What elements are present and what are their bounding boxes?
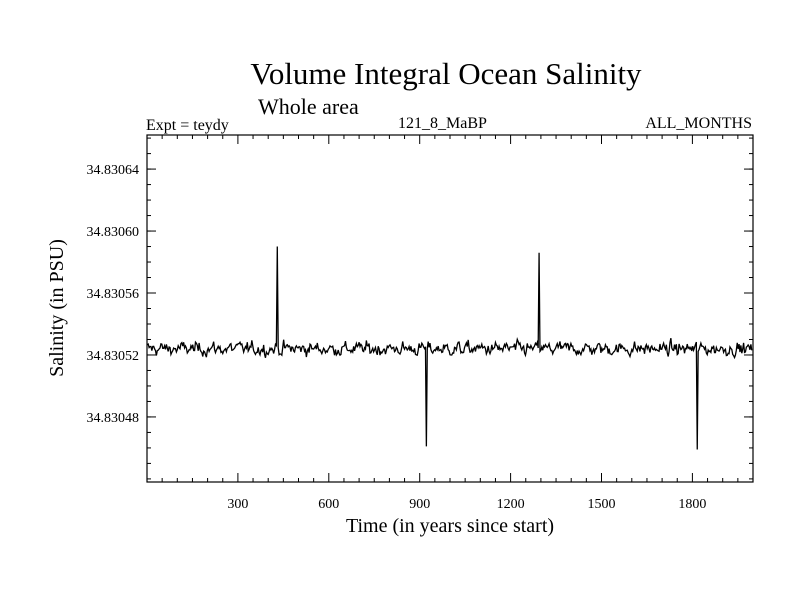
- x-tick-label: 300: [227, 497, 248, 512]
- y-tick-label: 34.83056: [87, 287, 140, 302]
- y-tick-label: 34.83060: [87, 225, 140, 240]
- tick-labels: 300 600 900 1200 1500 1800 34.83048 34.83052 34.…: [87, 163, 707, 512]
- experiment-name: 121_8_MaBP: [398, 115, 487, 132]
- experiment-label: Expt = teydy: [146, 117, 229, 134]
- y-axis-label: Salinity (in PSU): [46, 239, 68, 377]
- x-tick-label: 1500: [588, 497, 616, 512]
- plot-frame: [146, 134, 754, 483]
- salinity-series-line: [146, 246, 753, 450]
- y-tick-label: 34.83052: [87, 349, 140, 364]
- y-tick-label: 34.83064: [87, 163, 140, 178]
- chart-subtitle: Whole area: [258, 94, 359, 119]
- x-tick-label: 1800: [678, 497, 706, 512]
- axis-ticks: [147, 135, 753, 482]
- x-tick-label: 1200: [497, 497, 525, 512]
- season-label: ALL_MONTHS: [645, 115, 752, 132]
- y-tick-label: 34.83048: [87, 411, 140, 426]
- x-axis-label: Time (in years since start): [346, 515, 554, 537]
- x-tick-label: 600: [318, 497, 339, 512]
- chart-title: Volume Integral Ocean Salinity: [250, 56, 642, 91]
- x-tick-label: 900: [409, 497, 430, 512]
